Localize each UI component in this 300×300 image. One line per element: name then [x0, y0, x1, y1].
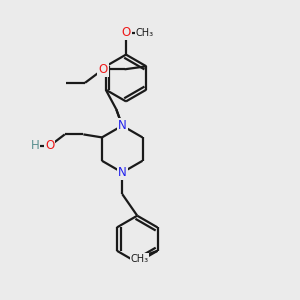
Text: O: O	[122, 26, 130, 40]
Text: N: N	[118, 119, 127, 132]
Text: CH₃: CH₃	[130, 254, 148, 264]
Text: O: O	[45, 139, 54, 152]
Text: N: N	[118, 166, 127, 179]
Text: H: H	[30, 139, 39, 152]
Text: CH₃: CH₃	[136, 28, 154, 38]
Text: O: O	[98, 63, 108, 76]
